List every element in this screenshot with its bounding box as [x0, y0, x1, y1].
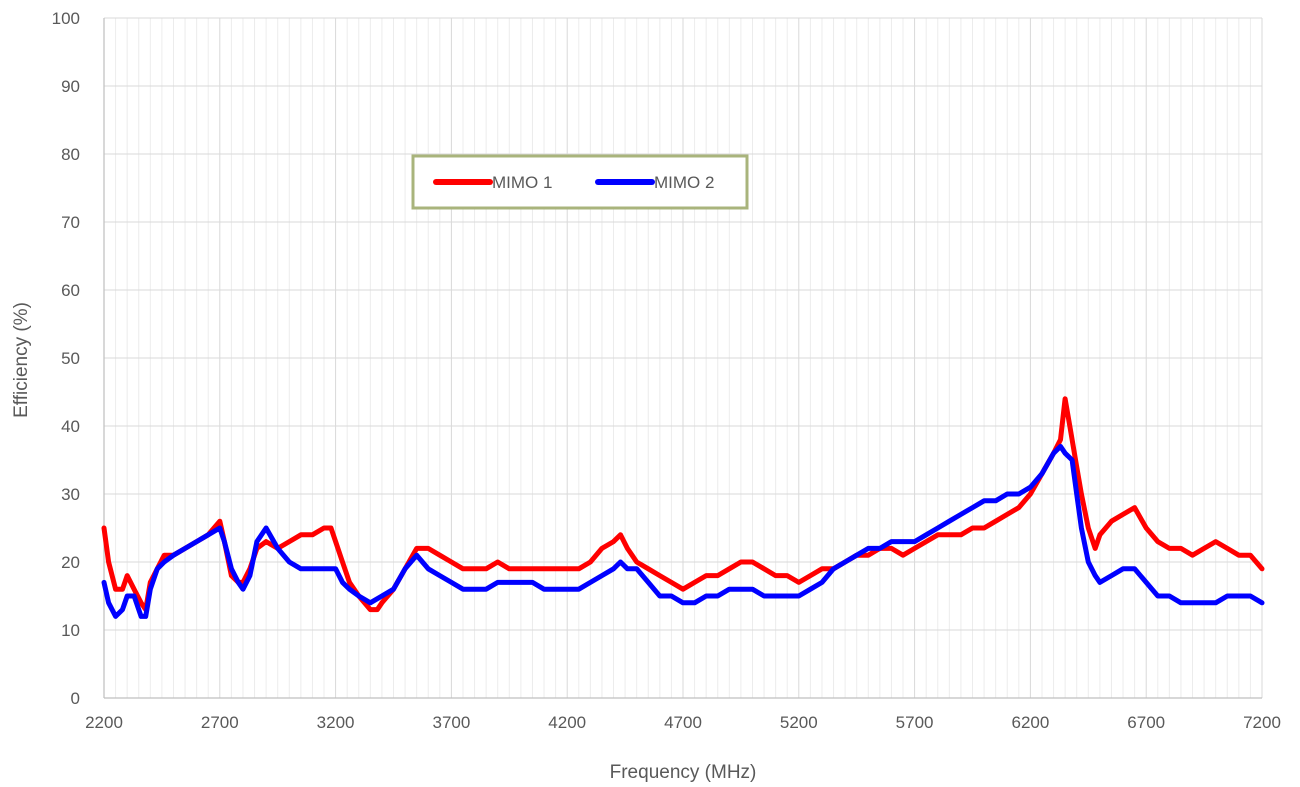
x-tick-label: 4700	[664, 713, 702, 732]
x-axis-title: Frequency (MHz)	[610, 762, 757, 783]
y-tick-label: 0	[71, 689, 80, 708]
x-tick-label: 5200	[780, 713, 818, 732]
y-axis-title: Efficiency (%)	[11, 302, 32, 418]
legend-box	[411, 154, 749, 210]
y-tick-label: 100	[52, 9, 80, 28]
legend-label-mimo-2: MIMO 2	[654, 173, 714, 192]
x-tick-label: 2200	[85, 713, 123, 732]
legend-label-mimo-1: MIMO 1	[492, 173, 552, 192]
x-tick-label: 3200	[317, 713, 355, 732]
y-tick-label: 80	[61, 145, 80, 164]
x-tick-label: 2700	[201, 713, 239, 732]
series-line-mimo-2	[101, 443, 1265, 619]
y-tick-label: 90	[61, 77, 80, 96]
tick-labels: 2200 2700 3200 3700 4200 4700 5200 5700 6200 6700…	[52, 9, 1281, 732]
x-tick-label: 6700	[1127, 713, 1165, 732]
y-tick-label: 10	[61, 621, 80, 640]
x-tick-label: 7200	[1243, 713, 1281, 732]
y-tick-label: 70	[61, 213, 80, 232]
y-tick-label: 50	[61, 349, 80, 368]
y-tick-label: 40	[61, 417, 80, 436]
y-tick-label: 30	[61, 485, 80, 504]
x-tick-label: 3700	[432, 713, 470, 732]
series-group	[101, 396, 1265, 619]
y-tick-label: 20	[61, 553, 80, 572]
x-tick-label: 4200	[548, 713, 586, 732]
x-tick-label: 6200	[1011, 713, 1049, 732]
grid	[103, 17, 1263, 699]
y-tick-label: 60	[61, 281, 80, 300]
legend: MIMO 1 MIMO 2	[411, 154, 749, 210]
x-tick-label: 5700	[896, 713, 934, 732]
series-line-mimo-1	[101, 396, 1265, 613]
